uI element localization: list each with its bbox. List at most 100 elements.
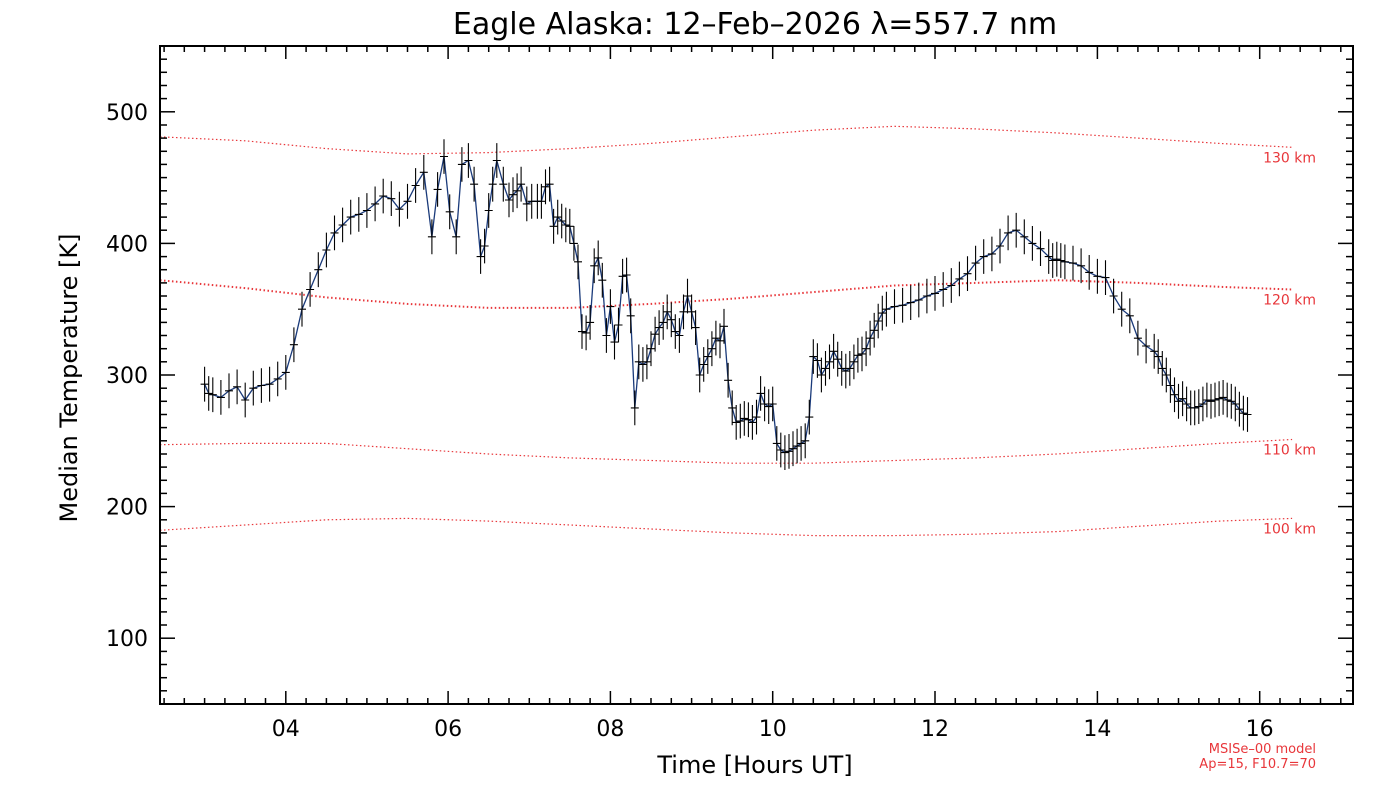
y-tick-label-4: 500 xyxy=(106,101,148,126)
data-point xyxy=(890,289,899,324)
data-point xyxy=(484,193,493,228)
data-point xyxy=(427,219,436,255)
data-point xyxy=(281,355,290,390)
data-point xyxy=(513,173,522,209)
data-point xyxy=(1243,397,1252,432)
data-point xyxy=(1190,390,1199,426)
data-point xyxy=(1170,377,1179,413)
data-point xyxy=(647,331,655,367)
data-point xyxy=(464,143,473,178)
data-point xyxy=(1101,260,1110,295)
data-point xyxy=(354,197,363,232)
data-point xyxy=(1142,328,1151,364)
model-curves: 130 km 120 km 110 km 100 km xyxy=(159,125,1316,537)
data-point xyxy=(914,282,923,318)
data-point xyxy=(699,347,708,382)
data-point xyxy=(663,294,672,330)
data-point xyxy=(752,399,761,435)
x-axis-label: Time [Hours UT] xyxy=(656,751,852,779)
data-point xyxy=(947,268,956,303)
data-point xyxy=(208,377,217,413)
data-point xyxy=(561,207,570,243)
data-point xyxy=(898,287,907,323)
data-point xyxy=(849,344,858,380)
data-point xyxy=(716,323,724,359)
data-point xyxy=(1056,243,1065,278)
data-point xyxy=(1239,395,1248,431)
data-point xyxy=(419,155,428,190)
model-label-0: 130 km xyxy=(1263,150,1316,166)
model-curve-1 xyxy=(159,279,1293,309)
data-point xyxy=(1174,383,1183,419)
data-point xyxy=(878,295,887,331)
data-point xyxy=(1093,258,1102,294)
x-tick-label-5: 14 xyxy=(1083,717,1111,742)
data-point xyxy=(249,370,258,406)
data-point xyxy=(874,303,883,339)
data-point xyxy=(314,252,323,288)
x-tick-label-1: 06 xyxy=(434,717,462,742)
data-point xyxy=(1178,381,1187,417)
data-point xyxy=(748,405,757,440)
data-point xyxy=(1166,368,1175,403)
data-point xyxy=(233,369,242,405)
data-point xyxy=(445,194,454,230)
data-point xyxy=(711,320,720,356)
data-point xyxy=(1077,248,1086,284)
data-point xyxy=(298,291,306,327)
data-point xyxy=(679,294,688,330)
data-point xyxy=(817,357,826,393)
data-point xyxy=(440,139,448,174)
data-point xyxy=(557,203,566,239)
data-point xyxy=(1211,382,1219,418)
data-point xyxy=(979,239,988,274)
data-point xyxy=(858,336,866,372)
data-point xyxy=(204,376,213,411)
data-point xyxy=(1109,278,1118,314)
data-point xyxy=(659,305,668,340)
data-point xyxy=(805,399,814,435)
data-point xyxy=(1150,333,1159,369)
data-point xyxy=(594,240,603,276)
model-label-3: 100 km xyxy=(1263,521,1316,537)
data-point xyxy=(987,236,996,272)
data-point xyxy=(265,366,274,402)
data-point xyxy=(1154,339,1163,374)
data-point xyxy=(651,316,660,352)
data-point xyxy=(655,310,664,345)
data-point xyxy=(480,228,489,264)
data-point xyxy=(457,147,466,182)
data-point xyxy=(403,183,412,219)
data-point xyxy=(1215,381,1224,417)
data-point xyxy=(537,183,546,219)
data-point xyxy=(387,181,396,216)
data-point xyxy=(574,244,582,280)
data-point xyxy=(241,382,250,418)
data-point xyxy=(395,191,404,227)
data-point xyxy=(695,357,704,393)
data-point xyxy=(614,307,623,343)
y-tick-label-3: 400 xyxy=(106,232,148,257)
data-point xyxy=(545,166,554,202)
data-point xyxy=(492,143,501,178)
data-point xyxy=(225,373,233,409)
data-point xyxy=(522,186,531,222)
data-point xyxy=(362,193,371,228)
data-point xyxy=(330,215,339,251)
data-point xyxy=(1036,231,1045,266)
data-point xyxy=(1207,383,1215,419)
data-point xyxy=(837,351,846,386)
data-point xyxy=(833,341,842,377)
data-point xyxy=(216,380,225,415)
data-point xyxy=(1162,357,1171,393)
data-point xyxy=(728,390,737,426)
data-point xyxy=(809,339,818,374)
data-point xyxy=(789,431,797,467)
data-point xyxy=(549,208,558,244)
data-point xyxy=(793,428,802,464)
data-point xyxy=(509,177,517,213)
data-point xyxy=(732,405,741,440)
x-tick-label-2: 08 xyxy=(596,717,624,742)
data-point xyxy=(801,423,810,459)
data-point xyxy=(1223,382,1232,418)
